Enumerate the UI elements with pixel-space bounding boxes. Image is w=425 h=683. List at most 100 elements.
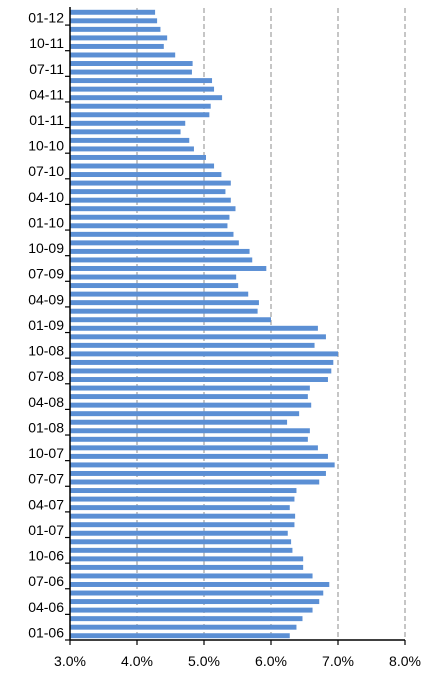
x-tick-label: 8.0%	[389, 653, 421, 669]
bar-09-11	[70, 52, 176, 58]
bar-09-09	[70, 257, 253, 263]
x-tick-label: 4.0%	[121, 653, 153, 669]
bar-12-08	[70, 334, 326, 340]
axes	[69, 7, 405, 641]
bar-11-09	[70, 240, 239, 246]
bar-12-06	[70, 539, 292, 545]
bar-07-07	[70, 479, 320, 485]
bar-01-12	[70, 18, 158, 24]
bar-12-09	[70, 231, 234, 237]
bar-05-10	[70, 189, 226, 195]
y-tick-label: 01-08	[28, 419, 64, 435]
y-tick-label: 04-10	[28, 189, 64, 205]
y-tick-label: 10-08	[28, 343, 64, 359]
bar-11-06	[70, 547, 293, 553]
bar-10-10	[70, 146, 194, 152]
y-tick-label: 01-09	[28, 317, 64, 333]
y-tick-label: 10-10	[28, 138, 64, 154]
bar-series	[70, 9, 338, 639]
bar-08-08	[70, 368, 332, 374]
y-tick-label: 07-06	[28, 573, 64, 589]
y-tick-label: 01-07	[28, 522, 64, 538]
bar-02-09	[70, 317, 271, 323]
bar-01-09	[70, 325, 318, 331]
bar-08-07	[70, 470, 326, 476]
bar-11-08	[70, 342, 315, 348]
bar-03-11	[70, 103, 211, 109]
bar-02-06	[70, 624, 297, 630]
bar-09-08	[70, 359, 334, 365]
bar-10-06	[70, 556, 304, 562]
gridlines	[136, 8, 406, 640]
x-axis-tick-labels: 3.0% 4.0% 5.0% 6.0% 7.0% 8.0%	[54, 653, 421, 669]
y-tick-label: 04-07	[28, 496, 64, 512]
bar-03-08	[70, 411, 300, 417]
bar-01-08	[70, 428, 310, 434]
bar-05-11	[70, 86, 215, 92]
x-tick-label: 3.0%	[54, 653, 86, 669]
bar-02-11	[70, 112, 210, 118]
x-tick-label: 5.0%	[188, 653, 220, 669]
bar-02-10	[70, 214, 230, 220]
bar-03-10	[70, 206, 236, 212]
bar-01-06	[70, 633, 290, 639]
bar-07-11	[70, 69, 192, 75]
bar-08-10	[70, 163, 215, 169]
bar-12-07	[70, 436, 308, 442]
y-tick-label: 07-09	[28, 266, 64, 282]
bar-09-07	[70, 462, 335, 468]
x-axis-ticks	[69, 640, 406, 645]
bar-06-10	[70, 180, 231, 186]
y-tick-label: 01-06	[28, 624, 64, 640]
bar-01-11	[70, 120, 186, 126]
y-tick-label: 01-11	[29, 112, 64, 128]
bar-10-11	[70, 43, 164, 49]
bar-05-09	[70, 291, 249, 297]
bar-09-10	[70, 154, 207, 160]
bar-10-08	[70, 351, 338, 357]
bar-02-08	[70, 419, 288, 425]
bar-08-09	[70, 266, 267, 271]
y-tick-label: 01-10	[28, 214, 64, 230]
bar-11-07	[70, 445, 318, 451]
y-axis-tick-labels: 01-06 04-06 07-06 10-06 01-07 04-07 07-07 10-07…	[28, 10, 64, 641]
bar-09-06	[70, 564, 304, 570]
bar-06-08	[70, 385, 310, 391]
bar-04-11	[70, 95, 223, 101]
bar-undefined	[70, 9, 156, 15]
y-tick-label: 04-08	[28, 394, 64, 410]
y-tick-label: 07-08	[28, 368, 64, 384]
y-tick-label: 07-10	[28, 163, 64, 179]
y-tick-label: 01-12	[28, 10, 64, 26]
y-tick-label: 10-07	[28, 445, 64, 461]
y-tick-label: 04-09	[28, 291, 64, 307]
y-tick-label: 07-07	[28, 471, 64, 487]
y-tick-label: 07-11	[29, 61, 64, 77]
bar-04-08	[70, 402, 312, 408]
bar-05-07	[70, 496, 295, 502]
bar-03-09	[70, 308, 258, 314]
x-tick-label: 6.0%	[255, 653, 287, 669]
bar-04-09	[70, 300, 259, 306]
y-tick-label: 10-09	[28, 240, 64, 256]
x-tick-label: 7.0%	[322, 653, 354, 669]
y-axis-ticks	[65, 24, 70, 641]
bar-04-07	[70, 505, 290, 511]
bar-04-10	[70, 197, 231, 203]
bar-06-06	[70, 590, 324, 596]
y-tick-label: 10-06	[28, 548, 64, 564]
bar-03-07	[70, 513, 296, 519]
bar-07-10	[70, 172, 222, 178]
bar-10-07	[70, 453, 328, 459]
bar-08-11	[70, 61, 193, 66]
bar-07-08	[70, 377, 328, 382]
bar-01-10	[70, 223, 228, 229]
bar-10-09	[70, 248, 250, 254]
bar-08-06	[70, 573, 313, 579]
bar-12-10	[70, 129, 181, 135]
bar-06-07	[70, 488, 297, 494]
y-tick-label: 10-11	[29, 35, 64, 51]
y-tick-label: 04-06	[28, 599, 64, 615]
y-tick-label: 04-11	[29, 86, 64, 102]
bar-12-11	[70, 26, 161, 32]
